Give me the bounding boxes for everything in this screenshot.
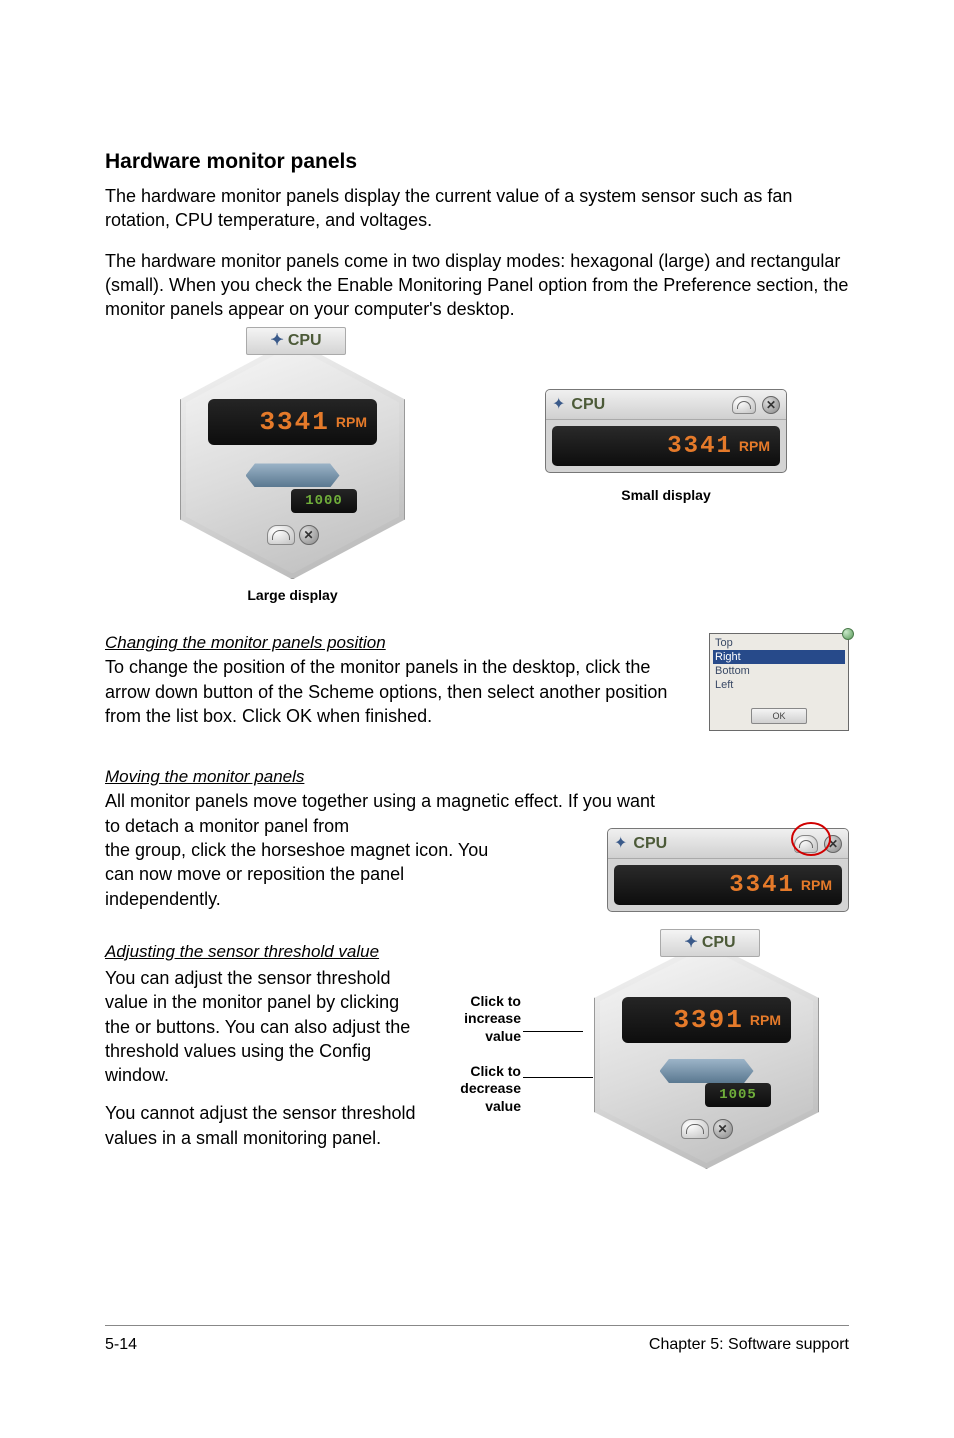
dropdown-item-top[interactable]: Top	[713, 636, 845, 650]
rect-value-moving: 3341	[729, 872, 795, 899]
adjusting-para-1: You can adjust the sensor threshold valu…	[105, 966, 425, 1087]
rect-value: 3341	[667, 433, 733, 460]
dropdown-item-right[interactable]: Right	[713, 650, 845, 664]
intro-paragraph-2: The hardware monitor panels come in two …	[105, 249, 849, 322]
figure-row: ✦ CPU 3341 RPM 1000 ✕ Large display	[105, 339, 849, 603]
close-icon[interactable]: ✕	[824, 835, 842, 853]
hex-titlebar-adjust[interactable]: ✦ CPU	[660, 929, 760, 957]
fan-icon: ✦	[270, 333, 283, 349]
hex-main-unit-adjust: RPM	[750, 1012, 781, 1028]
intro-paragraph-1: The hardware monitor panels display the …	[105, 184, 849, 233]
adjust-figure-wrap: Click to increase value Click to decreas…	[431, 941, 849, 1169]
rect-titlebar-moving[interactable]: ✦ CPU ✕	[608, 829, 848, 859]
increase-label: Click to increase value	[431, 993, 521, 1046]
rect-lcd-moving: 3341 RPM	[614, 865, 842, 905]
adjusting-para-2: You cannot adjust the sensor threshold v…	[105, 1101, 425, 1150]
hex-main-value: 3341	[259, 407, 329, 437]
hex-threshold-lcd-adjust: 1005	[705, 1083, 771, 1107]
dropdown-item-bottom[interactable]: Bottom	[713, 664, 845, 678]
moving-panels-text-1: All monitor panels move together using a…	[105, 789, 665, 838]
changing-position-section: Changing the monitor panels position To …	[105, 633, 849, 753]
scheme-dropdown[interactable]: Top Right Bottom Left OK	[709, 633, 849, 731]
hex-panel: ✦ CPU 3341 RPM 1000 ✕	[180, 339, 405, 579]
hex-main-value-adjust: 3391	[673, 1005, 743, 1035]
moving-panels-text-2: the group, click the horseshoe magnet ic…	[105, 838, 505, 911]
rect-title-text: CPU	[571, 396, 605, 414]
close-icon[interactable]: ✕	[762, 396, 780, 414]
moving-panels-section: Moving the monitor panels All monitor pa…	[105, 767, 849, 910]
rect-panel: ✦ CPU ✕ 3341 RPM	[545, 389, 787, 473]
close-icon[interactable]: ✕	[713, 1119, 733, 1139]
page-footer: 5-14 Chapter 5: Software support	[105, 1325, 849, 1354]
hex-bottom-icons-adjust: ✕	[681, 1119, 733, 1139]
hex-main-unit: RPM	[336, 414, 367, 430]
dropdown-item-left[interactable]: Left	[713, 678, 845, 692]
fan-icon: ✦	[684, 935, 697, 951]
large-display-caption: Large display	[247, 587, 337, 603]
decrease-label: Click to decrease value	[441, 1063, 521, 1116]
magnet-icon[interactable]	[732, 396, 756, 414]
rect-lcd: 3341 RPM	[552, 426, 780, 466]
hex-main-lcd: 3341 RPM	[208, 399, 377, 445]
rect-panel-moving: ✦ CPU ✕ 3341 RPM	[607, 828, 849, 912]
magnet-icon[interactable]	[681, 1119, 709, 1139]
footer-chapter: Chapter 5: Software support	[649, 1336, 849, 1354]
hex-title-text-adjust: CPU	[702, 934, 736, 952]
rect-unit-moving: RPM	[801, 877, 832, 893]
dropdown-ok-button[interactable]: OK	[751, 708, 807, 724]
hex-bottom-icons: ✕	[267, 525, 319, 545]
adjusting-section: Adjusting the sensor threshold value You…	[105, 941, 849, 1169]
rect-titlebar[interactable]: ✦ CPU ✕	[546, 390, 786, 420]
slider-arrow-icon	[660, 1059, 754, 1083]
changing-position-text: To change the position of the monitor pa…	[105, 655, 675, 728]
magnet-icon[interactable]	[267, 525, 295, 545]
hex-threshold-lcd: 1000	[291, 489, 357, 513]
decrease-arrow-line	[523, 1077, 593, 1078]
fan-icon: ✦	[552, 397, 565, 413]
hex-panel-adjust: ✦ CPU 3391 RPM 1005 ✕	[594, 941, 819, 1169]
moving-panel-figure: ✦ CPU ✕ 3341 RPM	[607, 828, 849, 912]
moving-panels-subhead: Moving the monitor panels	[105, 767, 849, 787]
scheme-dropdown-figure: Top Right Bottom Left OK	[709, 633, 849, 731]
small-display-caption: Small display	[621, 487, 710, 503]
footer-page-number: 5-14	[105, 1336, 137, 1354]
hex-titlebar[interactable]: ✦ CPU	[246, 327, 346, 355]
fan-icon: ✦	[614, 836, 627, 852]
rect-unit: RPM	[739, 438, 770, 454]
small-panel-figure: ✦ CPU ✕ 3341 RPM Small display	[545, 389, 787, 503]
dropdown-list: Top Right Bottom Left	[710, 634, 848, 694]
close-icon[interactable]: ✕	[299, 525, 319, 545]
hex-title-text: CPU	[288, 332, 322, 350]
rect-title-text-moving: CPU	[633, 835, 667, 853]
dropdown-corner-icon	[842, 628, 854, 640]
magnet-icon[interactable]	[794, 835, 818, 853]
hex-main-lcd-adjust: 3391 RPM	[622, 997, 791, 1043]
increase-arrow-line	[523, 1031, 583, 1032]
slider-arrow-icon	[246, 463, 340, 487]
adjusting-subhead: Adjusting the sensor threshold value	[105, 941, 425, 964]
large-panel-figure: ✦ CPU 3341 RPM 1000 ✕ Large display	[180, 339, 405, 603]
page-heading: Hardware monitor panels	[105, 150, 849, 174]
